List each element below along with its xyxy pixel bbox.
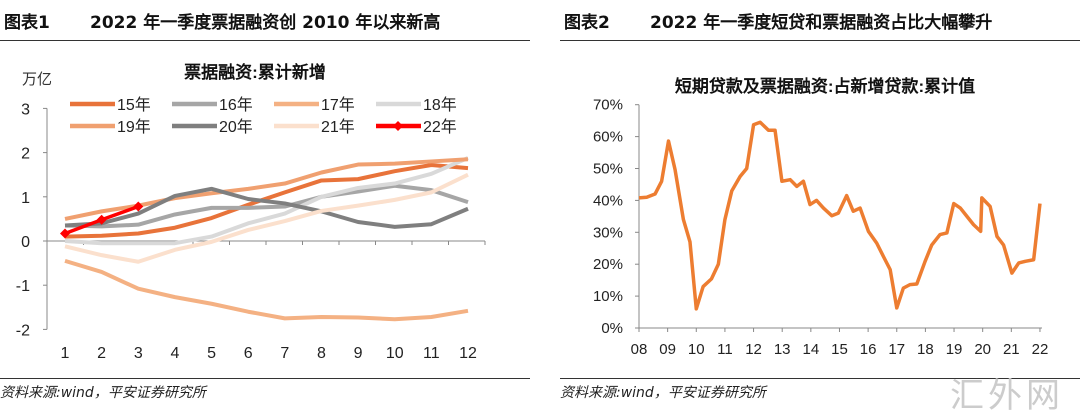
y-tick-label: 1 bbox=[21, 190, 30, 207]
y-tick-label: -1 bbox=[16, 278, 30, 295]
left-source: 资料来源:wind，平安证券研究所 bbox=[0, 378, 530, 402]
y-tick-label: 10% bbox=[593, 288, 623, 305]
x-tick-label: 18 bbox=[917, 341, 934, 358]
watermark: 汇外网 bbox=[950, 376, 1064, 416]
x-tick-label: 17 bbox=[888, 341, 905, 358]
legend-label: 21年 bbox=[321, 118, 355, 136]
figure-number: 图表2 bbox=[564, 13, 610, 33]
data-marker bbox=[96, 214, 107, 225]
legend-label: 19年 bbox=[117, 118, 151, 136]
legend-marker bbox=[393, 121, 403, 131]
series-line bbox=[638, 120, 1042, 311]
x-tick-label: 22 bbox=[1032, 341, 1049, 358]
x-tick-label: 13 bbox=[774, 341, 791, 358]
left-header: 图表1 2022 年一季度票据融资创 2010 年以来新高 bbox=[0, 6, 530, 41]
y-tick-label: 3 bbox=[21, 101, 30, 118]
y-unit-label: 万亿 bbox=[22, 71, 52, 88]
figure-title: 2022 年一季度短贷和票据融资占比大幅攀升 bbox=[650, 13, 993, 33]
left-chart-title: 票据融资:累计新增 bbox=[184, 62, 326, 82]
x-tick-label: 20 bbox=[974, 341, 991, 358]
series-line-18年 bbox=[64, 156, 469, 246]
series-line-19年 bbox=[64, 157, 469, 221]
legend-label: 17年 bbox=[321, 96, 355, 114]
x-tick-label: 1 bbox=[61, 345, 70, 362]
x-tick-label: 10 bbox=[386, 345, 404, 362]
right-header: 图表2 2022 年一季度短贷和票据融资占比大幅攀升 bbox=[560, 6, 1080, 41]
x-tick-label: 19 bbox=[946, 341, 963, 358]
y-tick-label: 0% bbox=[601, 320, 623, 337]
x-tick-label: 5 bbox=[207, 345, 216, 362]
series-line-15年 bbox=[64, 162, 469, 239]
x-tick-label: 11 bbox=[423, 345, 440, 362]
y-tick-label: 70% bbox=[593, 97, 623, 114]
x-tick-label: 4 bbox=[170, 345, 179, 362]
y-tick-label: 30% bbox=[593, 224, 623, 241]
y-tick-label: 40% bbox=[593, 192, 623, 209]
right-source: 资料来源:wind，平安证券研究所 bbox=[560, 378, 1080, 402]
y-tick-label: -2 bbox=[16, 322, 30, 339]
legend-label: 15年 bbox=[117, 96, 151, 114]
x-tick-label: 9 bbox=[354, 345, 363, 362]
x-tick-label: 16 bbox=[860, 341, 877, 358]
legend-label: 18年 bbox=[423, 96, 457, 114]
x-tick-label: 2 bbox=[97, 345, 106, 362]
x-tick-label: 12 bbox=[745, 341, 762, 358]
series-line-17年 bbox=[64, 258, 469, 322]
y-tick-label: 50% bbox=[593, 161, 623, 178]
x-tick-label: 3 bbox=[134, 345, 143, 362]
x-tick-label: 8 bbox=[317, 345, 326, 362]
legend-label: 16年 bbox=[219, 96, 253, 114]
data-marker bbox=[60, 228, 70, 239]
y-tick-label: 0 bbox=[21, 234, 30, 251]
series-line-21年 bbox=[64, 172, 469, 264]
x-tick-label: 14 bbox=[802, 341, 819, 358]
x-tick-label: 15 bbox=[831, 341, 848, 358]
series-line-16年 bbox=[64, 183, 469, 229]
figure-number: 图表1 bbox=[4, 13, 50, 33]
x-tick-label: 7 bbox=[280, 345, 289, 362]
y-tick-label: 60% bbox=[593, 129, 623, 146]
right-chart-title: 短期贷款及票据融资:占新增贷款:累计值 bbox=[675, 76, 975, 96]
figure-title: 2022 年一季度票据融资创 2010 年以来新高 bbox=[90, 13, 441, 33]
y-tick-label: 2 bbox=[21, 146, 30, 163]
legend-label: 20年 bbox=[219, 118, 253, 136]
data-marker bbox=[133, 201, 144, 212]
x-tick-label: 12 bbox=[459, 345, 477, 362]
x-tick-label: 10 bbox=[688, 341, 705, 358]
x-tick-label: 21 bbox=[1003, 341, 1020, 358]
y-tick-label: 20% bbox=[593, 256, 623, 273]
x-tick-label: 09 bbox=[659, 341, 676, 358]
legend-label: 22年 bbox=[423, 118, 457, 136]
series-line-20年 bbox=[64, 186, 469, 229]
x-tick-label: 6 bbox=[244, 345, 253, 362]
x-tick-label: 08 bbox=[631, 341, 648, 358]
x-tick-label: 11 bbox=[717, 341, 733, 358]
